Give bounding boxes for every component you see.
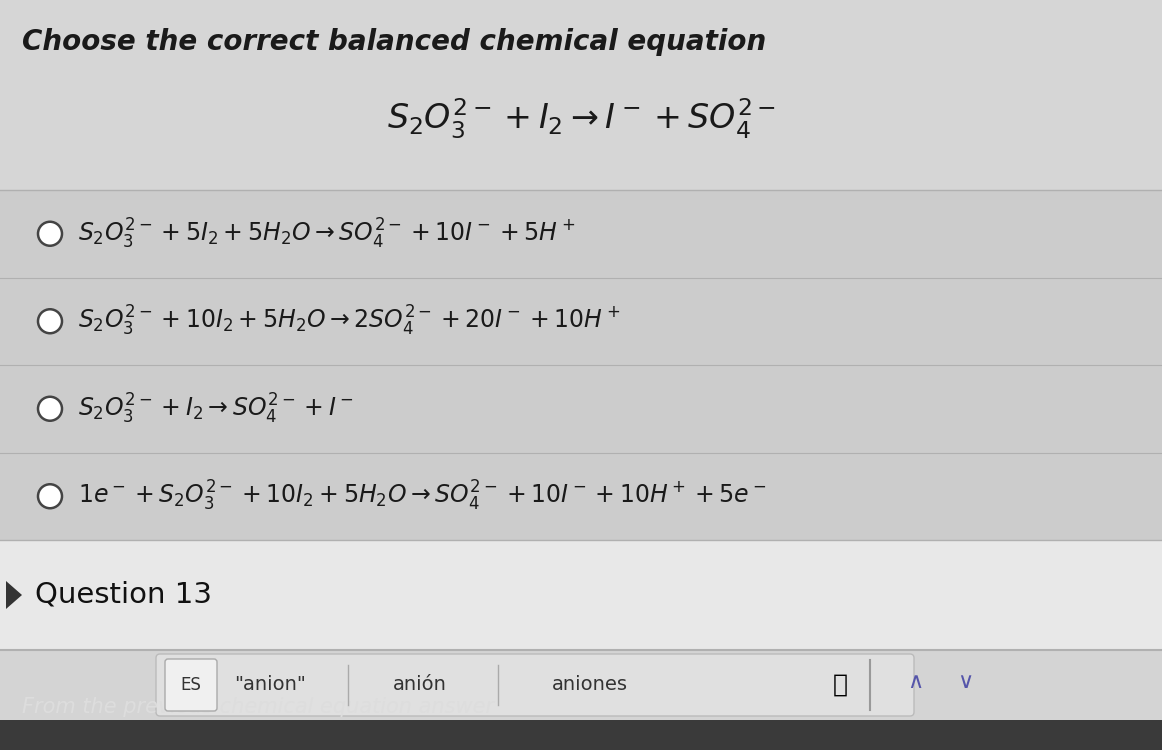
Text: $S_2O_3^{2-} + I_2 \rightarrow SO_4^{2-} + I^-$: $S_2O_3^{2-} + I_2 \rightarrow SO_4^{2-}…: [78, 392, 354, 426]
Text: anión: anión: [393, 676, 447, 694]
Text: $1e^- + S_2O_3^{2-} + 10I_2 + 5H_2O \rightarrow SO_4^{2-} + 10I^- + 10H^+ + 5e^-: $1e^- + S_2O_3^{2-} + 10I_2 + 5H_2O \rig…: [78, 479, 767, 513]
Text: $S_2O_3^{2-} + I_2 \rightarrow I^- + SO_4^{2-}$: $S_2O_3^{2-} + I_2 \rightarrow I^- + SO_…: [387, 97, 775, 141]
Text: "anion": "anion": [234, 676, 306, 694]
Bar: [0, 720, 1162, 750]
Text: Question 13: Question 13: [35, 581, 211, 609]
Text: $S_2O_3^{2-} + 5I_2 + 5H_2O \rightarrow SO_4^{2-} + 10I^- + 5H^+$: $S_2O_3^{2-} + 5I_2 + 5H_2O \rightarrow …: [78, 217, 575, 250]
Circle shape: [38, 222, 62, 246]
Bar: [0, 540, 1162, 650]
Text: From the previous chemical equation answer: From the previous chemical equation answ…: [22, 697, 494, 717]
Circle shape: [38, 397, 62, 421]
Text: ∨: ∨: [956, 672, 973, 692]
Bar: [0, 650, 1162, 720]
FancyBboxPatch shape: [156, 654, 914, 716]
Bar: [0, 190, 1162, 540]
Circle shape: [38, 309, 62, 333]
Text: aniones: aniones: [552, 676, 627, 694]
Bar: [0, 0, 1162, 190]
Text: ES: ES: [180, 676, 201, 694]
Text: Choose the correct balanced chemical equation: Choose the correct balanced chemical equ…: [22, 28, 766, 56]
Circle shape: [38, 484, 62, 508]
Text: $S_2O_3^{2-} + 10I_2 + 5H_2O \rightarrow 2SO_4^{2-} + 20I^- + 10H^+$: $S_2O_3^{2-} + 10I_2 + 5H_2O \rightarrow…: [78, 304, 621, 338]
Polygon shape: [6, 581, 22, 609]
Text: ∧: ∧: [906, 672, 923, 692]
Text: 🎤: 🎤: [832, 673, 847, 697]
FancyBboxPatch shape: [165, 659, 217, 711]
